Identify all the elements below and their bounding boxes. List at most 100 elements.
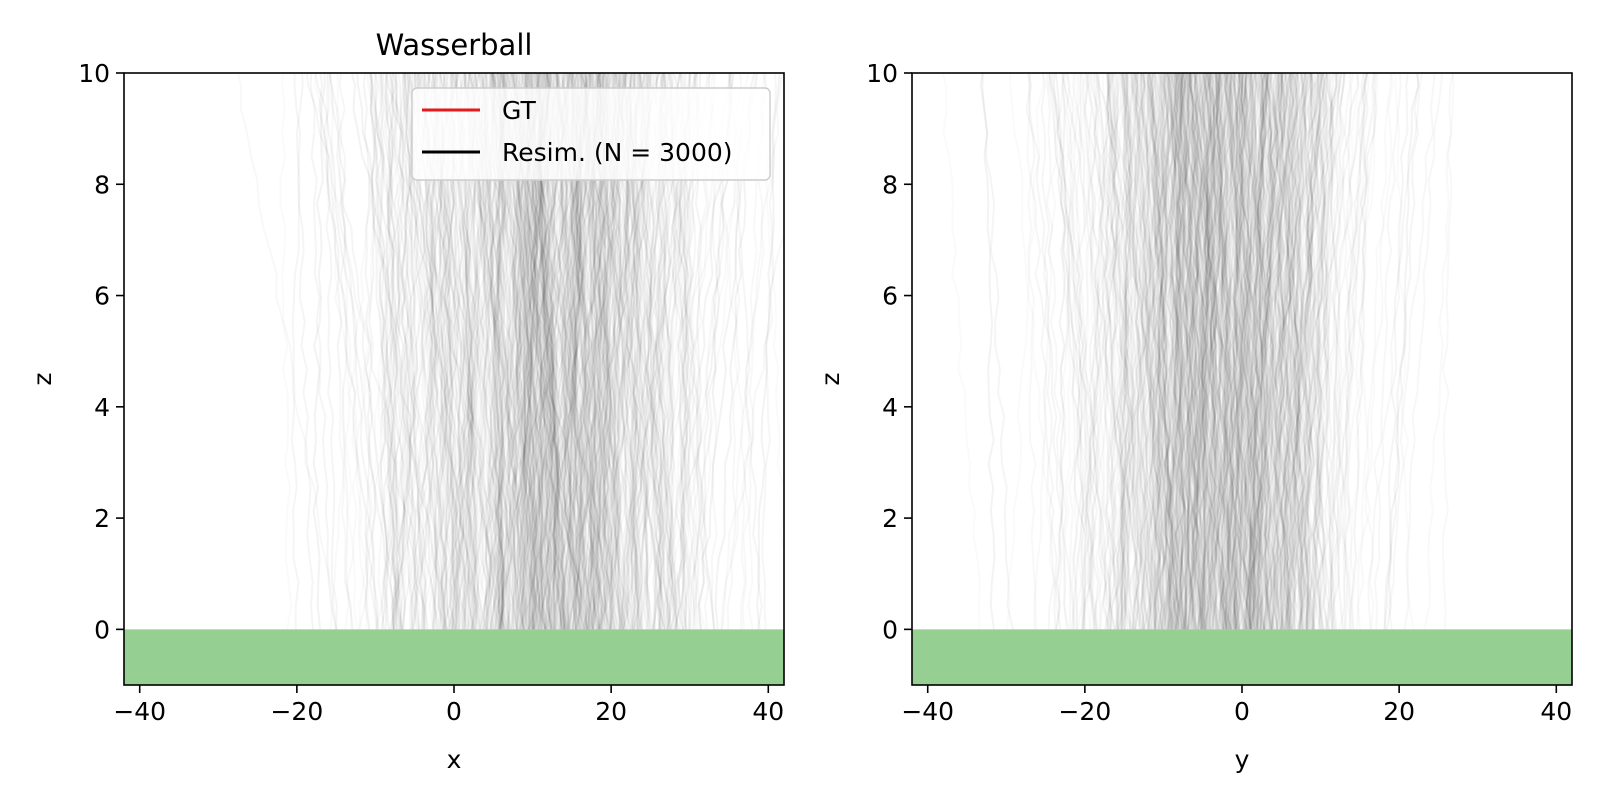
trajectory-line	[1130, 73, 1181, 630]
trajectory-line	[1289, 73, 1302, 630]
trajectory-line	[1189, 73, 1225, 630]
trajectory-line	[1123, 73, 1133, 630]
x-tick-label: 0	[446, 697, 462, 726]
trajectory-line	[1241, 73, 1254, 630]
trajectory-line	[395, 73, 421, 630]
trajectory-line	[1180, 73, 1201, 630]
trajectory-line	[392, 73, 406, 630]
trajectory-line	[1191, 73, 1214, 630]
trajectory-line	[1194, 73, 1218, 630]
trajectory-line	[1330, 73, 1369, 630]
trajectory-line	[387, 73, 397, 630]
trajectory-line	[1146, 73, 1202, 630]
trajectory-line	[1229, 73, 1259, 630]
y-tick-label: 2	[94, 504, 110, 533]
trajectory-line	[1291, 73, 1324, 630]
trajectory-line	[1172, 73, 1186, 630]
trajectory-line	[1197, 73, 1212, 630]
trajectory-line	[1297, 73, 1315, 630]
trajectory-line	[1060, 73, 1144, 630]
trajectory-line	[1248, 73, 1281, 630]
trajectory-line	[1007, 62, 1044, 630]
trajectory-line	[1140, 73, 1178, 630]
trajectory-line	[1188, 73, 1231, 630]
trajectory-line	[1199, 73, 1209, 630]
y-tick-label: 0	[882, 615, 898, 644]
trajectory-line	[1325, 73, 1344, 630]
trajectory-line	[1292, 73, 1313, 630]
trajectory-line	[1256, 73, 1266, 630]
trajectory-line	[378, 73, 388, 630]
trajectory-line	[388, 73, 488, 630]
trajectory-line	[1108, 73, 1120, 630]
trajectory-line	[1103, 73, 1181, 630]
right-trajectories	[941, 62, 1420, 630]
left-title: Wasserball	[376, 28, 533, 62]
trajectory-line	[1152, 73, 1180, 630]
trajectory-line	[1192, 73, 1260, 630]
trajectory-line	[1149, 73, 1173, 630]
trajectory-line	[1227, 73, 1247, 630]
trajectory-line	[1200, 73, 1291, 630]
trajectory-line	[1179, 73, 1225, 630]
trajectory-line	[1285, 73, 1360, 630]
trajectory-line	[1183, 73, 1193, 630]
trajectory-line	[941, 62, 980, 630]
trajectory-line	[1125, 73, 1171, 630]
trajectory-line	[1107, 73, 1126, 630]
trajectory-line	[1172, 73, 1209, 630]
trajectory-line	[405, 73, 426, 630]
legend: GT Resim. (N = 3000)	[411, 87, 771, 181]
trajectory-line	[309, 73, 338, 630]
trajectory-line	[1277, 73, 1311, 630]
trajectory-line	[1200, 73, 1225, 630]
trajectory-line	[1245, 73, 1283, 630]
trajectory-line	[1205, 73, 1250, 630]
x-tick-label: −20	[1058, 697, 1111, 726]
trajectory-line	[1285, 73, 1326, 630]
x-tick-label: 40	[1540, 697, 1572, 726]
trajectory-line	[1251, 73, 1271, 630]
trajectory-line	[1279, 73, 1298, 630]
trajectory-line	[1215, 73, 1237, 630]
trajectory-line	[405, 73, 429, 630]
trajectory-line	[1251, 73, 1259, 630]
trajectory-line	[1198, 73, 1215, 630]
trajectory-line	[1249, 73, 1272, 630]
trajectory-line	[293, 73, 314, 630]
trajectory-line	[1137, 73, 1184, 630]
y-tick-label: 4	[94, 393, 110, 422]
trajectory-line	[1302, 73, 1322, 630]
trajectory-line	[1274, 73, 1284, 630]
trajectory-line	[1258, 73, 1279, 630]
trajectory-line	[1311, 73, 1346, 630]
x-tick-label: 0	[1234, 697, 1250, 726]
trajectory-line	[1268, 73, 1343, 630]
trajectory-line	[1162, 73, 1206, 630]
x-tick-label: 20	[595, 697, 627, 726]
trajectory-line	[1284, 73, 1305, 630]
right-y-ticks: 0 2 4 6 8 10	[866, 59, 912, 644]
trajectory-line	[1182, 73, 1219, 630]
trajectory-line	[1350, 73, 1369, 630]
trajectory-line	[1238, 73, 1265, 630]
right-x-ticks: −40 −20 0 20 40	[901, 685, 1572, 726]
trajectory-line	[1131, 73, 1203, 630]
trajectory-line	[369, 73, 398, 630]
trajectory-line	[1210, 73, 1222, 630]
x-tick-label: 20	[1383, 697, 1415, 726]
trajectory-line	[374, 73, 400, 630]
trajectory-line	[1296, 73, 1339, 630]
trajectory-line	[403, 73, 445, 630]
trajectory-line	[1209, 73, 1257, 630]
trajectory-line	[1224, 73, 1294, 630]
trajectory-line	[1163, 73, 1207, 630]
trajectory-line	[1129, 73, 1152, 630]
trajectory-line	[1288, 73, 1339, 630]
trajectory-line	[1166, 73, 1251, 630]
trajectory-line	[1231, 73, 1241, 630]
trajectory-line	[312, 73, 326, 630]
trajectory-line	[1083, 73, 1100, 630]
trajectory-line	[1247, 73, 1267, 630]
